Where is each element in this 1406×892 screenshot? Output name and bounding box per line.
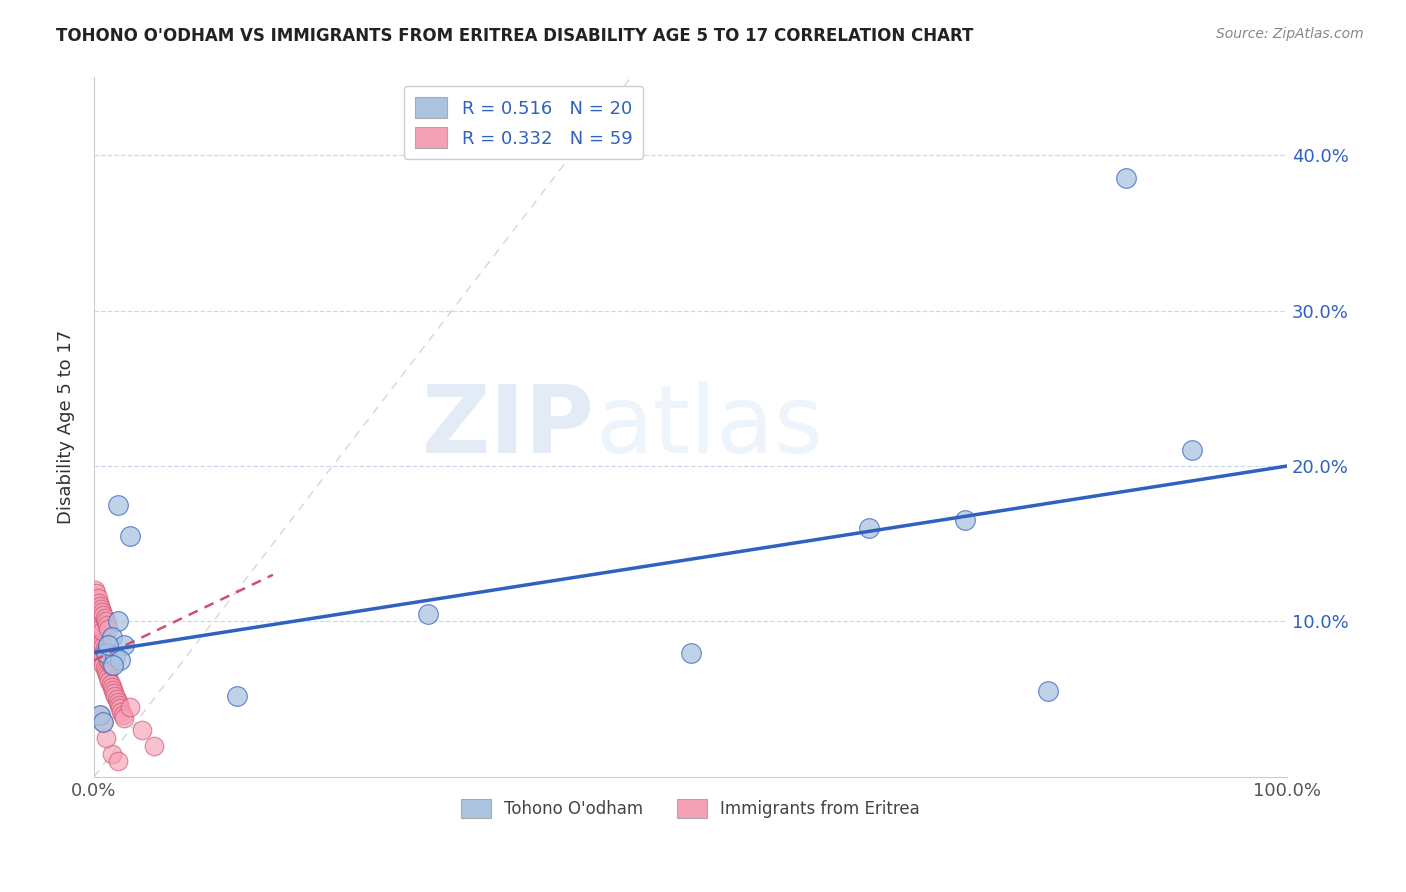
Point — [104, 689, 127, 703]
Point — [84, 583, 107, 598]
Point — [93, 715, 115, 730]
Point — [1181, 443, 1204, 458]
Point — [107, 498, 129, 512]
Point — [89, 642, 111, 657]
Point — [93, 611, 115, 625]
Point — [98, 655, 121, 669]
Point — [89, 707, 111, 722]
Point — [1115, 171, 1137, 186]
Point — [112, 638, 135, 652]
Point — [93, 657, 115, 672]
Point — [104, 648, 127, 663]
Point — [97, 638, 120, 652]
Point — [103, 686, 125, 700]
Point — [86, 586, 108, 600]
Point — [142, 739, 165, 753]
Point — [90, 633, 112, 648]
Point — [100, 657, 122, 672]
Point — [93, 661, 115, 675]
Text: Source: ZipAtlas.com: Source: ZipAtlas.com — [1216, 27, 1364, 41]
Point — [86, 622, 108, 636]
Point — [94, 646, 117, 660]
Point — [108, 698, 131, 713]
Point — [98, 673, 121, 688]
Point — [94, 615, 117, 629]
Point — [89, 707, 111, 722]
Point — [93, 608, 115, 623]
Point — [226, 689, 249, 703]
Point — [93, 640, 115, 654]
Point — [90, 602, 112, 616]
Point — [416, 607, 439, 621]
Point — [100, 676, 122, 690]
Point — [87, 627, 110, 641]
Point — [107, 695, 129, 709]
Point — [1038, 684, 1060, 698]
Point — [93, 642, 115, 657]
Point — [111, 707, 134, 722]
Point — [91, 653, 114, 667]
Point — [87, 596, 110, 610]
Text: atlas: atlas — [595, 381, 824, 473]
Point — [97, 670, 120, 684]
Y-axis label: Disability Age 5 to 17: Disability Age 5 to 17 — [58, 330, 75, 524]
Point — [108, 701, 131, 715]
Point — [101, 682, 124, 697]
Point — [90, 621, 112, 635]
Point — [86, 591, 108, 606]
Point — [91, 636, 114, 650]
Legend: Tohono O'odham, Immigrants from Eritrea: Tohono O'odham, Immigrants from Eritrea — [454, 792, 927, 824]
Point — [97, 651, 120, 665]
Point — [91, 624, 114, 638]
Point — [90, 648, 112, 663]
Point — [89, 599, 111, 613]
Text: TOHONO O'ODHAM VS IMMIGRANTS FROM ERITREA DISABILITY AGE 5 TO 17 CORRELATION CHA: TOHONO O'ODHAM VS IMMIGRANTS FROM ERITRE… — [56, 27, 973, 45]
Point — [101, 630, 124, 644]
Point — [110, 705, 132, 719]
Point — [101, 680, 124, 694]
Point — [89, 617, 111, 632]
Point — [105, 692, 128, 706]
Point — [96, 617, 118, 632]
Point — [131, 723, 153, 738]
Point — [107, 755, 129, 769]
Point — [679, 646, 702, 660]
Point — [94, 664, 117, 678]
Point — [112, 711, 135, 725]
Point — [97, 622, 120, 636]
Point — [93, 715, 115, 730]
Point — [96, 648, 118, 663]
Point — [94, 731, 117, 745]
Point — [94, 646, 117, 660]
Text: ZIP: ZIP — [422, 381, 595, 473]
Point — [101, 747, 124, 761]
Point — [91, 605, 114, 619]
Point — [86, 607, 108, 621]
Point — [96, 667, 118, 681]
Point — [101, 657, 124, 672]
Point — [108, 653, 131, 667]
Point — [118, 529, 141, 543]
Point — [87, 615, 110, 629]
Point — [118, 700, 141, 714]
Point — [89, 630, 111, 644]
Point — [953, 513, 976, 527]
Point — [107, 615, 129, 629]
Point — [858, 521, 880, 535]
Point — [86, 611, 108, 625]
